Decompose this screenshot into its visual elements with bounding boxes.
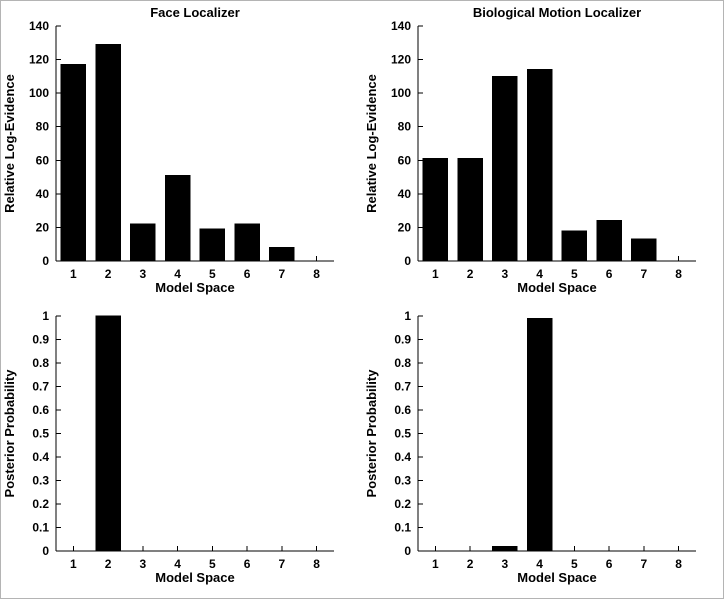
svg-text:1: 1 [432,557,439,571]
svg-text:4: 4 [536,557,543,571]
svg-text:20: 20 [36,220,50,234]
svg-text:0: 0 [42,254,49,268]
svg-text:60: 60 [36,153,50,167]
svg-text:4: 4 [536,267,543,281]
svg-text:7: 7 [279,267,286,281]
svg-text:6: 6 [244,557,251,571]
biological-motion-posterior-plot: Posterior Probability Model Space 0 0.1 0.… [364,309,696,585]
svg-text:5: 5 [209,267,216,281]
svg-text:40: 40 [398,187,412,201]
svg-text:140: 140 [29,19,49,33]
svg-text:0.7: 0.7 [32,380,49,394]
subplot-face-localizer-evidence: Face Localizer Relative Log-Evidence Mod… [1,1,363,300]
chart-title: Face Localizer [150,5,240,20]
svg-text:0.1: 0.1 [394,521,411,535]
y-axis-label: Posterior Probability [2,369,17,498]
svg-text:0: 0 [42,544,49,558]
svg-text:6: 6 [606,267,613,281]
svg-text:5: 5 [571,557,578,571]
svg-text:6: 6 [606,557,613,571]
svg-text:3: 3 [502,267,509,281]
svg-text:0.3: 0.3 [32,474,49,488]
svg-text:40: 40 [36,187,50,201]
svg-text:7: 7 [641,557,648,571]
x-axis-label: Model Space [155,280,234,295]
chart-title: Biological Motion Localizer [473,5,641,20]
svg-text:8: 8 [675,557,682,571]
svg-text:20: 20 [398,220,412,234]
svg-text:3: 3 [140,557,147,571]
svg-text:0.6: 0.6 [32,403,49,417]
biological-motion-evidence-plot: Biological Motion Localizer Relative Log… [364,5,696,295]
svg-text:8: 8 [313,557,320,571]
svg-text:0.7: 0.7 [394,380,411,394]
y-axis-label: Relative Log-Evidence [2,74,17,213]
svg-text:2: 2 [105,557,112,571]
svg-text:60: 60 [398,153,412,167]
svg-text:7: 7 [279,557,286,571]
svg-text:80: 80 [398,120,412,134]
svg-text:0.6: 0.6 [394,403,411,417]
svg-text:8: 8 [675,267,682,281]
svg-text:0: 0 [404,254,411,268]
y-axis-label: Posterior Probability [364,369,379,498]
svg-text:1: 1 [70,557,77,571]
svg-text:1: 1 [432,267,439,281]
svg-text:1: 1 [42,309,49,323]
svg-text:4: 4 [174,557,181,571]
face-localizer-evidence-plot: Face Localizer Relative Log-Evidence Mod… [2,5,334,295]
svg-text:140: 140 [391,19,411,33]
svg-text:1: 1 [404,309,411,323]
svg-text:2: 2 [467,557,474,571]
svg-text:3: 3 [502,557,509,571]
svg-text:5: 5 [571,267,578,281]
svg-text:100: 100 [29,86,49,100]
svg-text:3: 3 [140,267,147,281]
x-axis-label: Model Space [517,280,596,295]
bars-layer: 0 0.1 0.2 0.3 0.4 0.5 0.6 0.7 0.8 0.9 1 1 2 3 4 5 6 7 8 [394,309,696,571]
svg-text:0.8: 0.8 [394,356,411,370]
svg-text:0.4: 0.4 [394,450,411,464]
bars-layer: 0 20 40 60 80 100 120 140 1 2 3 4 5 6 7 8 [29,19,334,281]
svg-text:0.5: 0.5 [32,427,49,441]
subplot-face-localizer-posterior: Posterior Probability Model Space 0 0.1 0.… [1,301,363,598]
svg-text:0.9: 0.9 [32,333,49,347]
svg-text:0.8: 0.8 [32,356,49,370]
svg-text:6: 6 [244,267,251,281]
svg-text:120: 120 [29,53,49,67]
y-axis-label: Relative Log-Evidence [364,74,379,213]
svg-text:2: 2 [105,267,112,281]
svg-text:0.4: 0.4 [32,450,49,464]
svg-text:100: 100 [391,86,411,100]
svg-text:0.2: 0.2 [32,497,49,511]
bars-layer: 0 0.1 0.2 0.3 0.4 0.5 0.6 0.7 0.8 0.9 1 1 2 3 4 5 6 7 8 [32,309,334,571]
svg-text:120: 120 [391,53,411,67]
subplot-biological-motion-posterior: Posterior Probability Model Space 0 0.1 0.… [363,301,723,598]
svg-text:8: 8 [313,267,320,281]
svg-text:5: 5 [209,557,216,571]
bars-layer: 0 20 40 60 80 100 120 140 1 2 3 4 5 6 7 8 [391,19,696,281]
svg-text:0: 0 [404,544,411,558]
subplot-biological-motion-evidence: Biological Motion Localizer Relative Log… [363,1,723,300]
face-localizer-posterior-plot: Posterior Probability Model Space 0 0.1 0.… [2,309,334,585]
svg-text:0.9: 0.9 [394,333,411,347]
svg-text:7: 7 [641,267,648,281]
svg-text:0.5: 0.5 [394,427,411,441]
svg-text:80: 80 [36,120,50,134]
svg-text:0.2: 0.2 [394,497,411,511]
svg-text:4: 4 [174,267,181,281]
x-axis-label: Model Space [517,570,596,585]
svg-text:1: 1 [70,267,77,281]
svg-text:0.1: 0.1 [32,521,49,535]
svg-text:0.3: 0.3 [394,474,411,488]
svg-text:2: 2 [467,267,474,281]
x-axis-label: Model Space [155,570,234,585]
